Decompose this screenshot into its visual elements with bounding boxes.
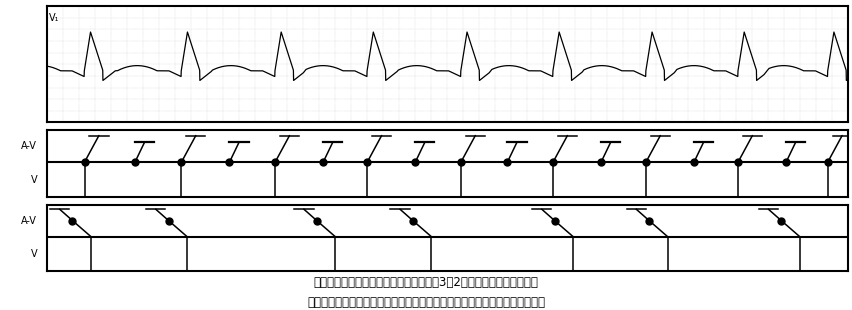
Point: [162, 218, 176, 223]
Text: 或加速的房室交接性逸搊伴房室交接性早搊或反复搊动二联律（下行梯形图）: 或加速的房室交接性逸搊伴房室交接性早搊或反复搊动二联律（下行梯形图）: [307, 296, 545, 309]
Text: V₁: V₁: [49, 13, 60, 23]
Point: [310, 218, 324, 223]
Point: [268, 160, 282, 165]
Point: [731, 160, 745, 165]
Point: [406, 218, 420, 223]
Point: [128, 160, 141, 165]
Point: [546, 160, 560, 165]
Text: A-V: A-V: [21, 215, 37, 226]
Point: [501, 160, 515, 165]
Point: [780, 160, 793, 165]
Text: V: V: [31, 175, 37, 184]
Point: [408, 160, 422, 165]
Point: [639, 160, 653, 165]
Text: A-V: A-V: [21, 141, 37, 151]
Point: [454, 160, 468, 165]
Point: [222, 160, 236, 165]
Point: [594, 160, 607, 165]
Point: [821, 160, 835, 165]
Point: [548, 218, 561, 223]
Point: [78, 160, 91, 165]
Point: [688, 160, 701, 165]
Point: [360, 160, 374, 165]
Point: [66, 218, 79, 223]
Point: [175, 160, 188, 165]
Text: 夈性停搊、阵发性房室交接性心动过速体3：2外出阻滩（上行梯形图）: 夈性停搊、阵发性房室交接性心动过速体3：2外出阻滩（上行梯形图）: [314, 276, 538, 289]
Point: [642, 218, 656, 223]
Text: V: V: [31, 249, 37, 259]
Point: [316, 160, 330, 165]
Point: [774, 218, 788, 223]
